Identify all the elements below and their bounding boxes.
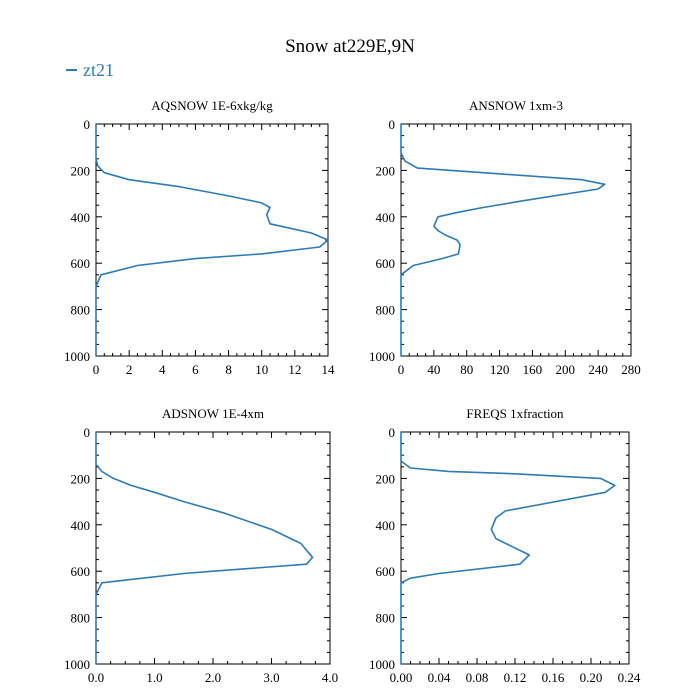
freqs-y-tick-label: 600 <box>376 564 396 579</box>
ansnow-x-tick-label: 40 <box>427 362 440 377</box>
adsnow-series-line <box>95 432 314 664</box>
ansnow-x-tick-label: 200 <box>556 362 576 377</box>
aqsnow-x-tick-label: 10 <box>255 362 268 377</box>
aqsnow-plot-frame <box>95 123 329 357</box>
ansnow-x-tick-label: 0 <box>398 362 405 377</box>
ansnow-x-tick-label: 160 <box>523 362 543 377</box>
aqsnow-y-tick-label: 1000 <box>64 349 90 364</box>
adsnow-x-tick-label: 4.0 <box>322 670 338 685</box>
freqs-x-tick-label: 0.12 <box>504 670 527 685</box>
ansnow-x-tick-label: 120 <box>490 362 510 377</box>
ansnow-x-tick-label: 240 <box>588 362 608 377</box>
aqsnow-y-tick-label: 800 <box>71 303 91 318</box>
ansnow-y-tick-label: 0 <box>389 117 396 132</box>
ansnow-y-tick-label: 200 <box>376 163 396 178</box>
freqs-y-tick-label: 400 <box>376 518 396 533</box>
legend-label: zt21 <box>83 60 114 80</box>
freqs-x-tick-label: 0.04 <box>428 670 451 685</box>
aqsnow-y-tick-label: 200 <box>71 163 91 178</box>
adsnow-plot-frame <box>95 431 331 665</box>
ansnow-plot-frame <box>400 123 632 357</box>
adsnow-y-tick-label: 600 <box>71 564 91 579</box>
legend-swatch <box>66 68 77 71</box>
ansnow-y-tick-label: 600 <box>376 256 396 271</box>
adsnow-y-tick-label: 200 <box>71 471 91 486</box>
aqsnow-y-tick-label: 400 <box>71 210 91 225</box>
freqs-x-tick-label: 0.16 <box>542 670 565 685</box>
aqsnow-x-tick-label: 4 <box>159 362 166 377</box>
freqs-x-tick-label: 0.24 <box>618 670 641 685</box>
ansnow-series-line <box>400 124 606 356</box>
adsnow-x-tick-label: 3.0 <box>263 670 279 685</box>
ansnow-y-tick-label: 400 <box>376 210 396 225</box>
aqsnow-x-tick-label: 14 <box>322 362 336 377</box>
freqs-series-line <box>400 432 616 664</box>
ansnow-x-tick-label: 280 <box>621 362 641 377</box>
adsnow-y-tick-label: 0 <box>84 425 91 440</box>
ansnow-panel-title: ANSNOW 1xm-3 <box>469 98 563 113</box>
figure-title: Snow at229E,9N <box>285 36 415 57</box>
ansnow-y-tick-label: 1000 <box>369 349 395 364</box>
adsnow-x-tick-label: 1.0 <box>146 670 162 685</box>
freqs-y-tick-label: 800 <box>376 611 396 626</box>
freqs-y-tick-label: 0 <box>389 425 396 440</box>
aqsnow-y-tick-label: 0 <box>84 117 91 132</box>
adsnow-panel-title: ADSNOW 1E-4xm <box>162 406 264 421</box>
aqsnow-x-tick-label: 0 <box>93 362 100 377</box>
freqs-x-tick-label: 0.00 <box>390 670 413 685</box>
adsnow-x-tick-label: 0.0 <box>88 670 104 685</box>
adsnow-y-tick-label: 800 <box>71 611 91 626</box>
aqsnow-x-tick-label: 2 <box>126 362 133 377</box>
freqs-y-tick-label: 1000 <box>369 657 395 672</box>
aqsnow-x-tick-label: 12 <box>288 362 301 377</box>
adsnow-x-tick-label: 2.0 <box>205 670 221 685</box>
freqs-x-tick-label: 0.20 <box>580 670 603 685</box>
aqsnow-y-tick-label: 600 <box>71 256 91 271</box>
freqs-panel-title: FREQS 1xfraction <box>466 406 564 421</box>
adsnow-y-tick-label: 1000 <box>64 657 90 672</box>
freqs-x-tick-label: 0.08 <box>466 670 489 685</box>
ansnow-y-tick-label: 800 <box>376 303 396 318</box>
aqsnow-x-tick-label: 8 <box>225 362 232 377</box>
legend: zt21 <box>66 60 114 81</box>
aqsnow-x-tick-label: 6 <box>192 362 199 377</box>
ansnow-x-tick-label: 80 <box>460 362 473 377</box>
aqsnow-panel-title: AQSNOW 1E-6xkg/kg <box>151 98 273 113</box>
aqsnow-series-line <box>95 124 329 356</box>
adsnow-y-tick-label: 400 <box>71 518 91 533</box>
freqs-y-tick-label: 200 <box>376 471 396 486</box>
